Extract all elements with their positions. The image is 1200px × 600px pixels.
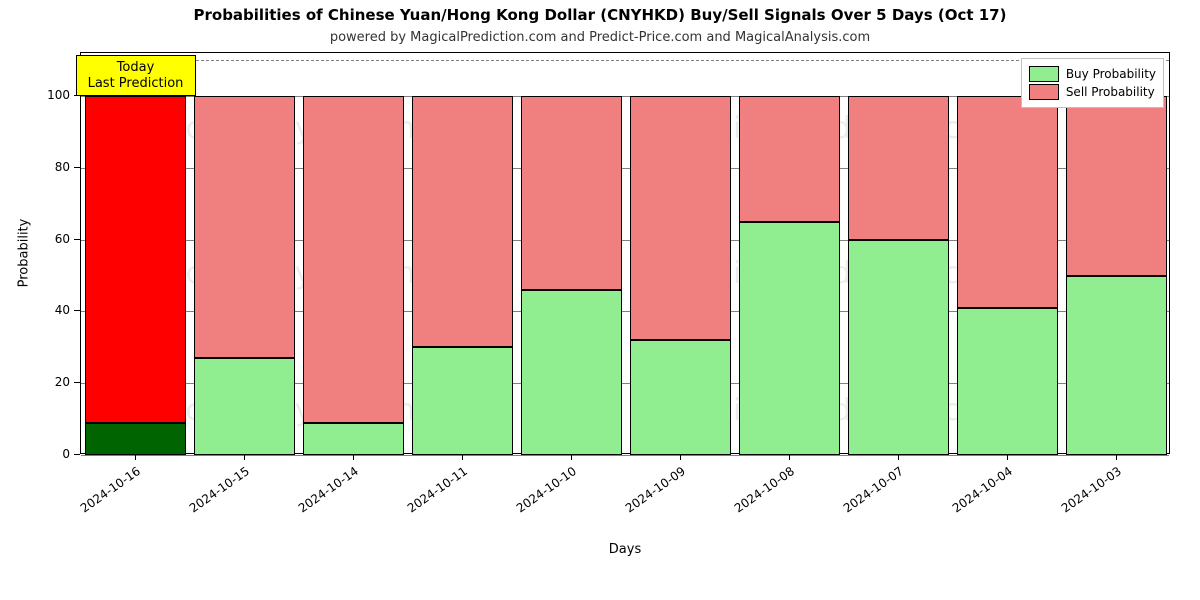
bar-buy [957, 308, 1057, 455]
x-tick-label: 2024-10-09 [622, 464, 687, 516]
x-tick-mark [789, 454, 790, 460]
bar-col [957, 53, 1057, 453]
y-tick-label: 60 [40, 232, 70, 246]
bar-col [85, 53, 185, 453]
bar-buy [521, 290, 621, 455]
x-tick-mark [244, 454, 245, 460]
bar-sell [85, 96, 185, 423]
y-tick-label: 40 [40, 303, 70, 317]
x-tick-label: 2024-10-07 [840, 464, 905, 516]
legend: Buy Probability Sell Probability [1021, 58, 1164, 108]
today-annotation: TodayLast Prediction [76, 55, 196, 96]
bar-buy [194, 358, 294, 455]
chart-container: Probabilities of Chinese Yuan/Hong Kong … [0, 0, 1200, 600]
x-axis-label: Days [609, 542, 641, 557]
legend-item: Sell Probability [1029, 84, 1156, 100]
bar-sell [521, 96, 621, 290]
legend-swatch [1029, 84, 1059, 100]
bar-col [303, 53, 403, 453]
legend-swatch [1029, 66, 1059, 82]
bar-buy [739, 222, 839, 455]
x-tick-label: 2024-10-11 [404, 464, 469, 516]
legend-item: Buy Probability [1029, 66, 1156, 82]
y-axis-label: Probability [17, 219, 32, 288]
bar-col [194, 53, 294, 453]
annotation-line2: Last Prediction [85, 76, 187, 92]
y-tick-mark [74, 239, 80, 240]
y-tick-mark [74, 95, 80, 96]
bar-col [848, 53, 948, 453]
chart-title: Probabilities of Chinese Yuan/Hong Kong … [0, 6, 1200, 24]
x-tick-mark [462, 454, 463, 460]
bar-sell [412, 96, 512, 347]
bar-sell [739, 96, 839, 222]
annotation-line1: Today [85, 60, 187, 76]
chart-subtitle: powered by MagicalPrediction.com and Pre… [0, 30, 1200, 45]
y-tick-mark [74, 167, 80, 168]
y-tick-mark [74, 310, 80, 311]
bar-col [521, 53, 621, 453]
bar-buy [630, 340, 730, 455]
bar-buy [412, 347, 512, 455]
x-tick-mark [571, 454, 572, 460]
bar-sell [848, 96, 948, 240]
bar-sell [957, 96, 1057, 308]
bar-col [412, 53, 512, 453]
bar-sell [194, 96, 294, 358]
y-tick-label: 80 [40, 160, 70, 174]
bar-sell [630, 96, 730, 340]
x-tick-label: 2024-10-08 [731, 464, 796, 516]
bar-sell [1066, 96, 1166, 275]
y-tick-label: 100 [40, 88, 70, 102]
bar-buy [848, 240, 948, 455]
bar-col [739, 53, 839, 453]
y-tick-label: 20 [40, 375, 70, 389]
x-tick-mark [135, 454, 136, 460]
bar-buy [1066, 276, 1166, 455]
x-tick-label: 2024-10-14 [295, 464, 360, 516]
bar-col [1066, 53, 1166, 453]
x-tick-mark [680, 454, 681, 460]
x-tick-label: 2024-10-10 [513, 464, 578, 516]
y-tick-label: 0 [40, 447, 70, 461]
y-tick-mark [74, 382, 80, 383]
x-tick-label: 2024-10-15 [186, 464, 251, 516]
plot-area: MagicalAnalysis.comMagicalPrediction.com… [80, 52, 1170, 454]
x-tick-mark [1007, 454, 1008, 460]
y-tick-mark [74, 454, 80, 455]
x-tick-label: 2024-10-16 [77, 464, 142, 516]
bar-col [630, 53, 730, 453]
x-tick-mark [1116, 454, 1117, 460]
legend-label: Buy Probability [1066, 67, 1156, 81]
x-tick-mark [898, 454, 899, 460]
legend-label: Sell Probability [1066, 85, 1155, 99]
x-tick-label: 2024-10-04 [949, 464, 1014, 516]
x-tick-mark [353, 454, 354, 460]
bar-buy [85, 423, 185, 455]
bar-buy [303, 423, 403, 455]
bar-sell [303, 96, 403, 423]
x-tick-label: 2024-10-03 [1058, 464, 1123, 516]
